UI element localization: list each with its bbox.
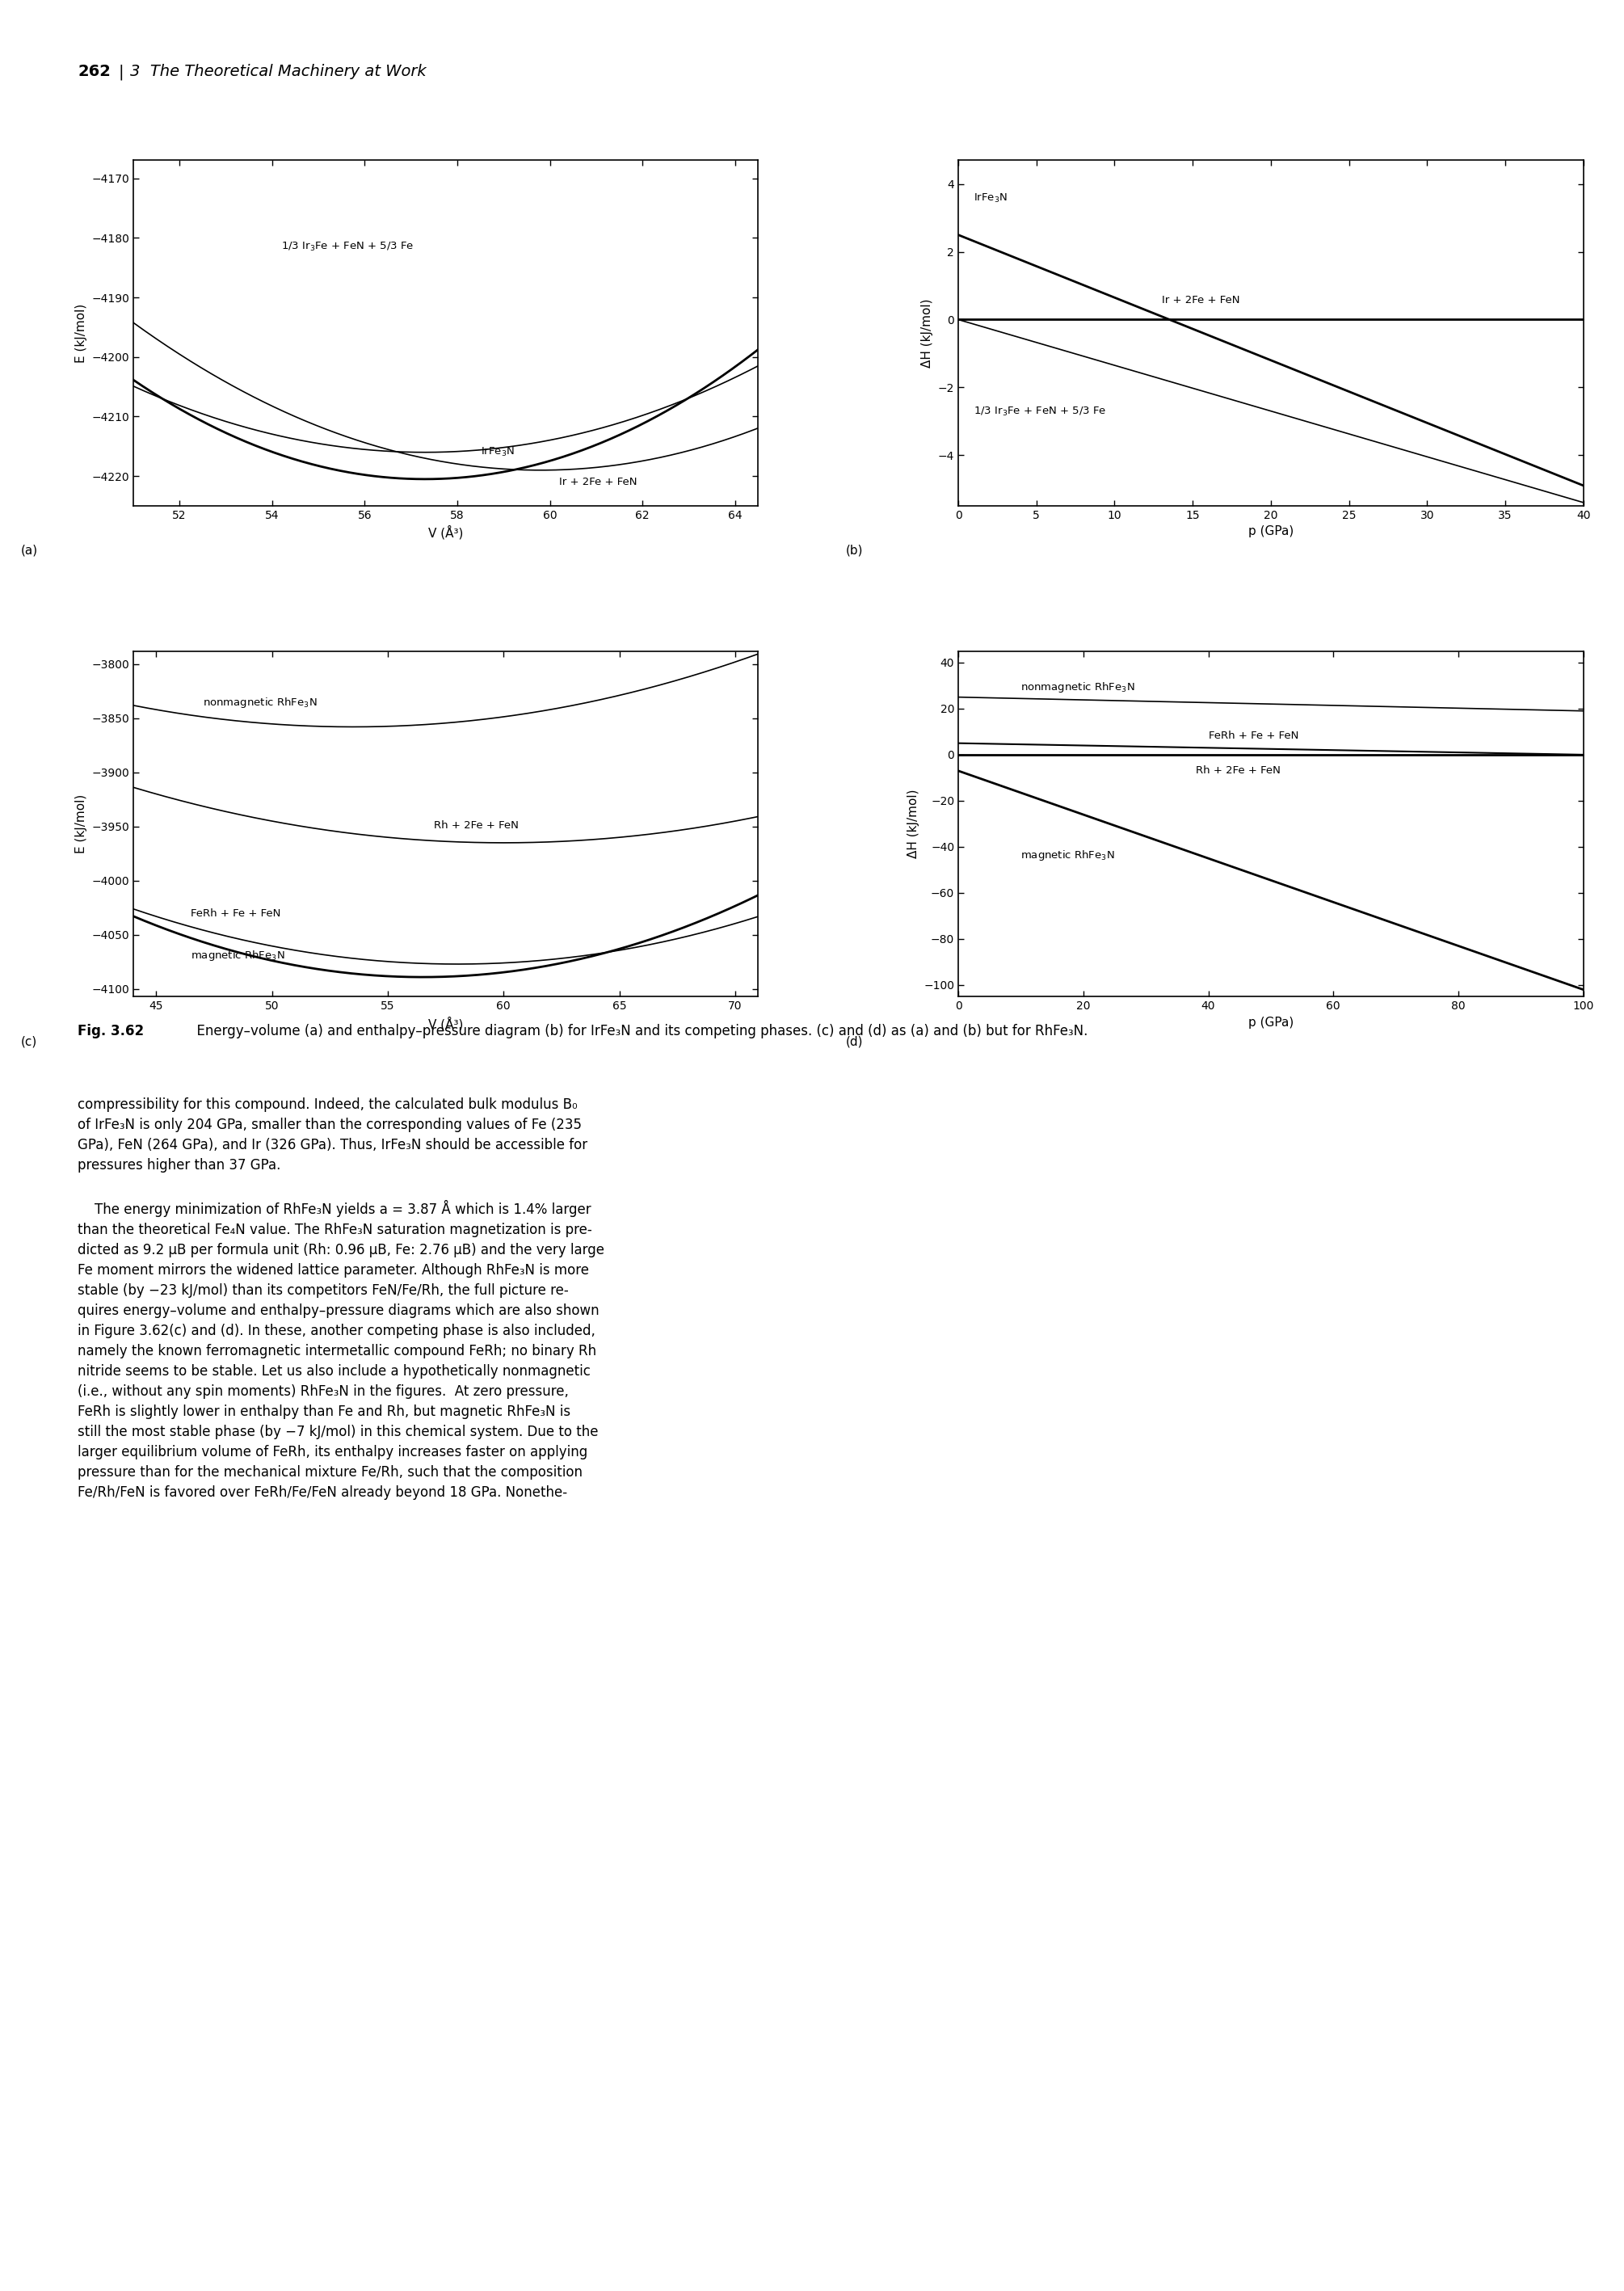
Text: FeRh + Fe + FeN: FeRh + Fe + FeN (1208, 731, 1298, 740)
Text: |: | (119, 64, 123, 80)
Text: nonmagnetic RhFe$_3$N: nonmagnetic RhFe$_3$N (1021, 680, 1135, 694)
Text: Ir + 2Fe + FeN: Ir + 2Fe + FeN (1161, 296, 1239, 305)
Text: Rh + 2Fe + FeN: Rh + 2Fe + FeN (1195, 765, 1281, 777)
Text: (d): (d) (846, 1036, 862, 1047)
Text: 1/3 Ir$_3$Fe + FeN + 5/3 Fe: 1/3 Ir$_3$Fe + FeN + 5/3 Fe (281, 241, 414, 252)
X-axis label: p (GPa): p (GPa) (1249, 1017, 1294, 1029)
Text: IrFe$_3$N: IrFe$_3$N (481, 447, 515, 458)
Text: nonmagnetic RhFe$_3$N: nonmagnetic RhFe$_3$N (203, 696, 317, 710)
X-axis label: V (Å³): V (Å³) (429, 525, 463, 541)
Y-axis label: ΔH (kJ/mol): ΔH (kJ/mol) (921, 298, 934, 367)
Text: Fig. 3.62: Fig. 3.62 (78, 1024, 145, 1038)
Text: (a): (a) (21, 545, 37, 557)
X-axis label: p (GPa): p (GPa) (1249, 525, 1294, 538)
Text: compressibility for this compound. Indeed, the calculated bulk modulus B₀
of IrF: compressibility for this compound. Indee… (78, 1097, 604, 1501)
Text: magnetic RhFe$_3$N: magnetic RhFe$_3$N (192, 948, 286, 962)
Y-axis label: E (kJ/mol): E (kJ/mol) (75, 302, 86, 362)
Text: (c): (c) (21, 1036, 37, 1047)
Text: 3  The Theoretical Machinery at Work: 3 The Theoretical Machinery at Work (130, 64, 425, 80)
Text: FeRh + Fe + FeN: FeRh + Fe + FeN (192, 907, 281, 919)
Text: IrFe$_3$N: IrFe$_3$N (974, 192, 1009, 204)
Text: (b): (b) (846, 545, 862, 557)
Text: 1/3 Ir$_3$Fe + FeN + 5/3 Fe: 1/3 Ir$_3$Fe + FeN + 5/3 Fe (974, 406, 1108, 417)
Text: Ir + 2Fe + FeN: Ir + 2Fe + FeN (559, 477, 637, 488)
Text: Energy–volume (a) and enthalpy–pressure diagram (b) for IrFe₃N and its competing: Energy–volume (a) and enthalpy–pressure … (188, 1024, 1088, 1038)
Y-axis label: ΔH (kJ/mol): ΔH (kJ/mol) (908, 790, 919, 859)
Text: magnetic RhFe$_3$N: magnetic RhFe$_3$N (1021, 848, 1116, 861)
Text: Rh + 2Fe + FeN: Rh + 2Fe + FeN (434, 820, 520, 832)
Text: 262: 262 (78, 64, 110, 80)
Y-axis label: E (kJ/mol): E (kJ/mol) (75, 795, 88, 855)
X-axis label: V (Å³): V (Å³) (429, 1017, 463, 1031)
